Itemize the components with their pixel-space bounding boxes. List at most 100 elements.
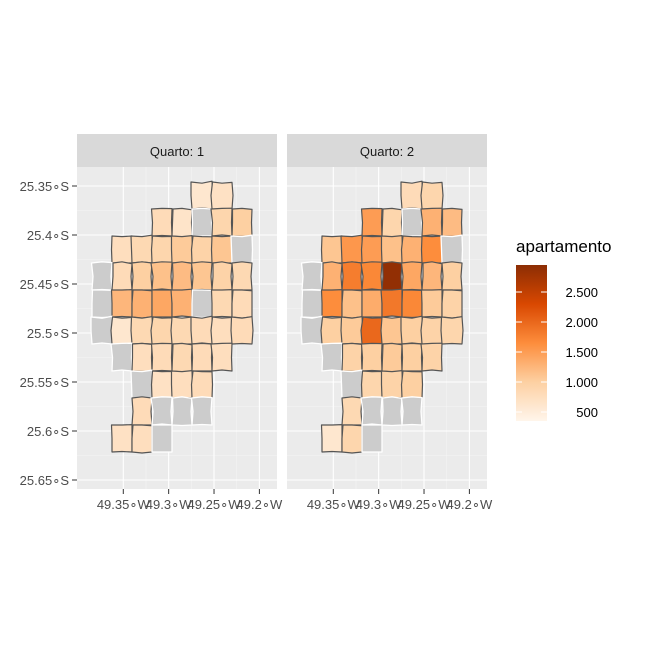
neighborhood-region bbox=[341, 289, 363, 319]
neighborhood-region bbox=[401, 342, 423, 372]
neighborhood-region bbox=[341, 261, 363, 291]
neighborhood-region bbox=[380, 316, 404, 345]
neighborhood-region bbox=[150, 235, 174, 265]
neighborhood-region bbox=[441, 207, 463, 238]
legend-tick-label: 2.500 bbox=[565, 285, 598, 300]
neighborhood-region-no-data bbox=[190, 396, 213, 426]
neighborhood-region bbox=[420, 289, 443, 318]
legend-tick-label: 1.500 bbox=[565, 345, 598, 360]
neighborhood-region-no-data bbox=[90, 261, 113, 291]
neighborhood-region bbox=[110, 235, 134, 264]
neighborhood-region bbox=[381, 342, 403, 373]
legend-tick-label: 500 bbox=[576, 405, 598, 420]
neighborhood-region-no-data bbox=[340, 369, 364, 399]
neighborhood-region bbox=[420, 181, 444, 211]
x-tick-label: 49.35∘W bbox=[307, 497, 361, 512]
neighborhood-region bbox=[151, 289, 173, 318]
x-tick-label: 49.35∘W bbox=[97, 497, 151, 512]
neighborhood-region bbox=[361, 289, 383, 318]
neighborhood-region-no-data bbox=[171, 396, 193, 427]
neighborhood-region bbox=[320, 316, 344, 346]
neighborhood-region bbox=[400, 180, 424, 210]
neighborhood-region bbox=[441, 289, 463, 319]
neighborhood-region bbox=[190, 315, 214, 345]
map-layer bbox=[90, 180, 254, 454]
neighborhood-region bbox=[170, 370, 194, 399]
neighborhood-region-no-data bbox=[400, 396, 423, 426]
neighborhood-region-no-data bbox=[440, 234, 464, 264]
neighborhood-region bbox=[130, 234, 154, 264]
neighborhood-region bbox=[230, 316, 254, 345]
neighborhood-region bbox=[131, 424, 153, 454]
x-tick-label: 49.3∘W bbox=[146, 497, 192, 512]
neighborhood-region bbox=[400, 235, 424, 265]
neighborhood-region bbox=[130, 316, 154, 345]
neighborhood-region-no-data bbox=[320, 342, 343, 372]
neighborhood-region-no-data bbox=[90, 315, 114, 345]
neighborhood-region bbox=[150, 316, 174, 346]
neighborhood-region bbox=[401, 289, 423, 319]
neighborhood-region bbox=[170, 235, 194, 264]
neighborhood-region bbox=[231, 207, 253, 238]
neighborhood-region bbox=[360, 207, 383, 237]
neighborhood-region bbox=[340, 316, 364, 345]
neighborhood-region bbox=[320, 289, 343, 318]
facet-strip-label: Quarto: 1 bbox=[150, 144, 204, 159]
neighborhood-region bbox=[341, 342, 363, 373]
y-tick-label: 25.5∘S bbox=[27, 326, 69, 341]
facet-strip bbox=[287, 134, 487, 167]
neighborhood-region-no-data bbox=[151, 424, 173, 453]
x-tick-label: 49.25∘W bbox=[398, 497, 452, 512]
y-tick-label: 25.4∘S bbox=[27, 228, 69, 243]
neighborhood-region bbox=[420, 342, 443, 372]
y-tick-label: 25.6∘S bbox=[27, 424, 69, 439]
map-layer bbox=[300, 180, 464, 454]
y-tick-label: 25.35∘S bbox=[20, 179, 70, 194]
neighborhood-region bbox=[321, 261, 343, 292]
neighborhood-region bbox=[131, 289, 153, 319]
neighborhood-region-no-data bbox=[300, 315, 324, 345]
neighborhood-region bbox=[210, 181, 234, 211]
neighborhood-region bbox=[320, 235, 344, 264]
neighborhood-region bbox=[190, 261, 213, 291]
neighborhood-region-no-data bbox=[301, 289, 323, 319]
x-tick-label: 49.25∘W bbox=[188, 497, 242, 512]
x-tick-label: 49.3∘W bbox=[356, 497, 402, 512]
neighborhood-region bbox=[210, 316, 234, 346]
neighborhood-region bbox=[170, 288, 193, 318]
neighborhood-region bbox=[150, 370, 174, 400]
neighborhood-region bbox=[441, 261, 463, 291]
neighborhood-region bbox=[400, 370, 424, 400]
facet-strip-label: Quarto: 2 bbox=[360, 144, 414, 159]
neighborhood-region bbox=[440, 316, 464, 345]
x-tick-label: 49.2∘W bbox=[447, 497, 493, 512]
y-axis: 25.35∘S 25.4∘S 25.45∘S 25.5∘S 25.55∘S 25.6∘S 2… bbox=[20, 179, 77, 488]
legend-tick-label: 1.000 bbox=[565, 375, 598, 390]
neighborhood-region bbox=[190, 370, 214, 400]
legend-colorbar bbox=[516, 265, 547, 421]
neighborhood-region bbox=[210, 235, 234, 264]
neighborhood-region bbox=[110, 424, 133, 453]
neighborhood-region-no-data bbox=[130, 369, 154, 399]
neighborhood-region-no-data bbox=[191, 289, 213, 319]
neighborhood-region bbox=[381, 261, 403, 292]
neighborhood-region-no-data bbox=[230, 234, 254, 264]
neighborhood-region bbox=[191, 342, 213, 372]
neighborhood-region-no-data bbox=[110, 342, 133, 372]
neighborhood-region bbox=[360, 261, 383, 291]
facet-panel-quarto-1: Quarto: 1 bbox=[77, 134, 277, 489]
legend-title: apartamento bbox=[516, 237, 611, 256]
neighborhood-region bbox=[190, 235, 214, 265]
neighborhood-region-no-data bbox=[401, 207, 423, 237]
x-axis-panel-1: 49.35∘W49.3∘W49.25∘W49.2∘W bbox=[97, 489, 283, 512]
x-axis-panel-2: 49.35∘W49.3∘W49.25∘W49.2∘W bbox=[307, 489, 493, 512]
neighborhood-region bbox=[210, 207, 233, 237]
neighborhood-region bbox=[360, 370, 384, 400]
legend-tick-label: 2.000 bbox=[565, 315, 598, 330]
neighborhood-region bbox=[211, 261, 233, 292]
neighborhood-region bbox=[210, 342, 233, 372]
facet-panel-quarto-2: Quarto: 2 bbox=[287, 134, 487, 489]
neighborhood-region-no-data bbox=[191, 207, 213, 237]
neighborhood-region bbox=[400, 261, 423, 291]
